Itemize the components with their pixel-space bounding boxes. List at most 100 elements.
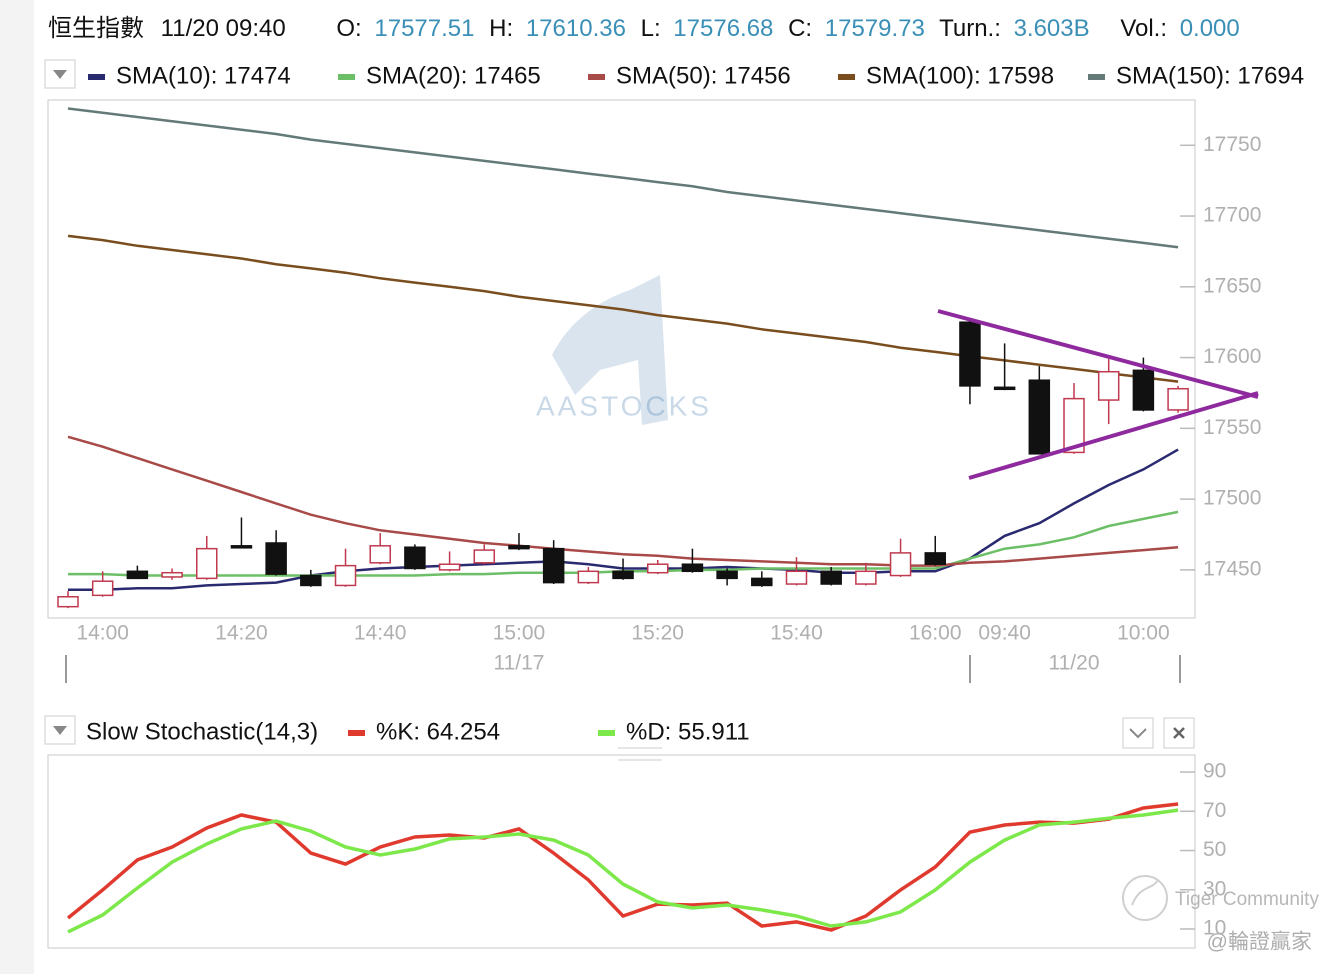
- candle-body: [646, 563, 669, 574]
- legend-label: SMA(10): 17474: [116, 62, 291, 89]
- x-tick-label: 10:00: [1117, 622, 1170, 645]
- candle-body: [230, 545, 253, 549]
- y-tick-label: 17550: [1203, 416, 1261, 439]
- candle-body: [889, 552, 912, 577]
- y-tick-label: 70: [1203, 799, 1226, 822]
- side-strip: [0, 0, 34, 974]
- candle-body: [57, 596, 79, 608]
- watermark: Tiger Community: [1175, 889, 1319, 910]
- header-value: 17576.68: [673, 15, 773, 42]
- legend-marker: [338, 74, 355, 80]
- candle-body: [993, 386, 1016, 391]
- candle-body: [196, 547, 218, 580]
- y-tick-label: 50: [1203, 838, 1226, 861]
- indicator-title: Slow Stochastic(14,3): [86, 718, 318, 745]
- candle-body: [126, 570, 149, 580]
- legend-label: SMA(50): 17456: [616, 62, 791, 89]
- trend-line: [937, 309, 1259, 399]
- header-value: 17579.73: [825, 15, 925, 42]
- legend-marker: [598, 730, 615, 736]
- header-label: H:: [489, 15, 513, 42]
- date-label: 11/17: [493, 652, 544, 675]
- header-value: 0.000: [1180, 15, 1240, 42]
- series-line: [67, 435, 1179, 567]
- legend-label: SMA(100): 17598: [866, 62, 1054, 89]
- candle-body: [577, 570, 600, 584]
- candle-body: [959, 321, 981, 387]
- y-tick-label: 17500: [1203, 487, 1261, 510]
- series-line: [66, 802, 1179, 932]
- x-tick-label: 16:00: [909, 622, 962, 645]
- candle-body: [508, 545, 530, 550]
- x-tick-label: 14:00: [76, 622, 129, 645]
- legend-label: SMA(20): 17465: [366, 62, 541, 89]
- candle-body: [542, 547, 565, 584]
- x-tick-label: 09:40: [978, 622, 1031, 645]
- candle-body: [300, 574, 322, 587]
- candle-body: [751, 577, 773, 587]
- legend-marker: [1088, 74, 1105, 80]
- dropdown-button[interactable]: [44, 715, 76, 745]
- header-label: O:: [336, 15, 361, 42]
- candle-body: [438, 563, 461, 571]
- candle-body: [334, 564, 357, 587]
- header-label: Vol.:: [1120, 15, 1167, 42]
- collapse-button[interactable]: [1122, 717, 1154, 749]
- candle-body: [855, 570, 877, 585]
- watermark: @輪證贏家: [1207, 931, 1312, 954]
- y-tick-label: 17600: [1203, 345, 1261, 368]
- x-tick-label: 15:00: [493, 622, 546, 645]
- trend-line: [968, 391, 1259, 480]
- candle-body: [1097, 370, 1120, 401]
- candle-body: [612, 570, 634, 580]
- candle-body: [265, 542, 287, 575]
- header-label: C:: [788, 15, 812, 42]
- candle-body: [820, 570, 842, 585]
- candle-body: [924, 552, 946, 565]
- main-plot-frame: [47, 99, 1196, 619]
- x-tick-label: 14:40: [354, 622, 407, 645]
- y-tick-label: 17750: [1203, 133, 1261, 156]
- candle-body: [1028, 379, 1051, 455]
- dropdown-button[interactable]: [44, 59, 76, 89]
- header-time: 11/20 09:40: [161, 15, 286, 42]
- legend-marker: [88, 74, 105, 80]
- candle-body: [91, 580, 114, 597]
- y-tick-label: 17700: [1203, 204, 1261, 227]
- candle-body: [1132, 369, 1155, 411]
- legend-marker: [348, 730, 365, 736]
- candle-body: [161, 571, 183, 578]
- series-line: [67, 234, 1179, 383]
- y-tick-label: 90: [1203, 760, 1226, 783]
- header-value: 17577.51: [374, 15, 474, 42]
- header-title: 恒生指數: [48, 15, 144, 42]
- header-value: 3.603B: [1014, 15, 1090, 42]
- header-label: L:: [641, 15, 661, 42]
- candle-body: [716, 570, 738, 580]
- legend-label: %D: 55.911: [626, 718, 750, 745]
- y-tick-label: 17450: [1203, 557, 1261, 580]
- candle-body: [1063, 397, 1085, 454]
- y-tick-label: 10: [1203, 917, 1226, 940]
- x-tick-label: 15:40: [770, 622, 823, 645]
- candle-body: [1167, 387, 1189, 411]
- date-label: 11/20: [1049, 652, 1100, 675]
- x-tick-label: 14:20: [215, 622, 268, 645]
- legend-marker: [838, 74, 855, 80]
- x-tick-label: 15:20: [631, 622, 684, 645]
- candle-body: [404, 546, 426, 570]
- watermark: AASTOCKS: [536, 390, 712, 421]
- candle-body: [473, 549, 496, 564]
- series-line: [67, 808, 1179, 934]
- legend-label: %K: 64.254: [376, 718, 500, 745]
- close-button[interactable]: [1163, 717, 1195, 749]
- y-tick-label: 17650: [1203, 274, 1261, 297]
- candle-body: [681, 563, 704, 573]
- legend-label: SMA(150): 17694: [1116, 62, 1304, 89]
- watermark-logo: [1122, 875, 1168, 921]
- series-line: [67, 107, 1179, 249]
- candle-body: [785, 570, 808, 585]
- header: 恒生指數 11/20 09:40 O: 17577.51 H: 17610.36…: [48, 15, 1240, 42]
